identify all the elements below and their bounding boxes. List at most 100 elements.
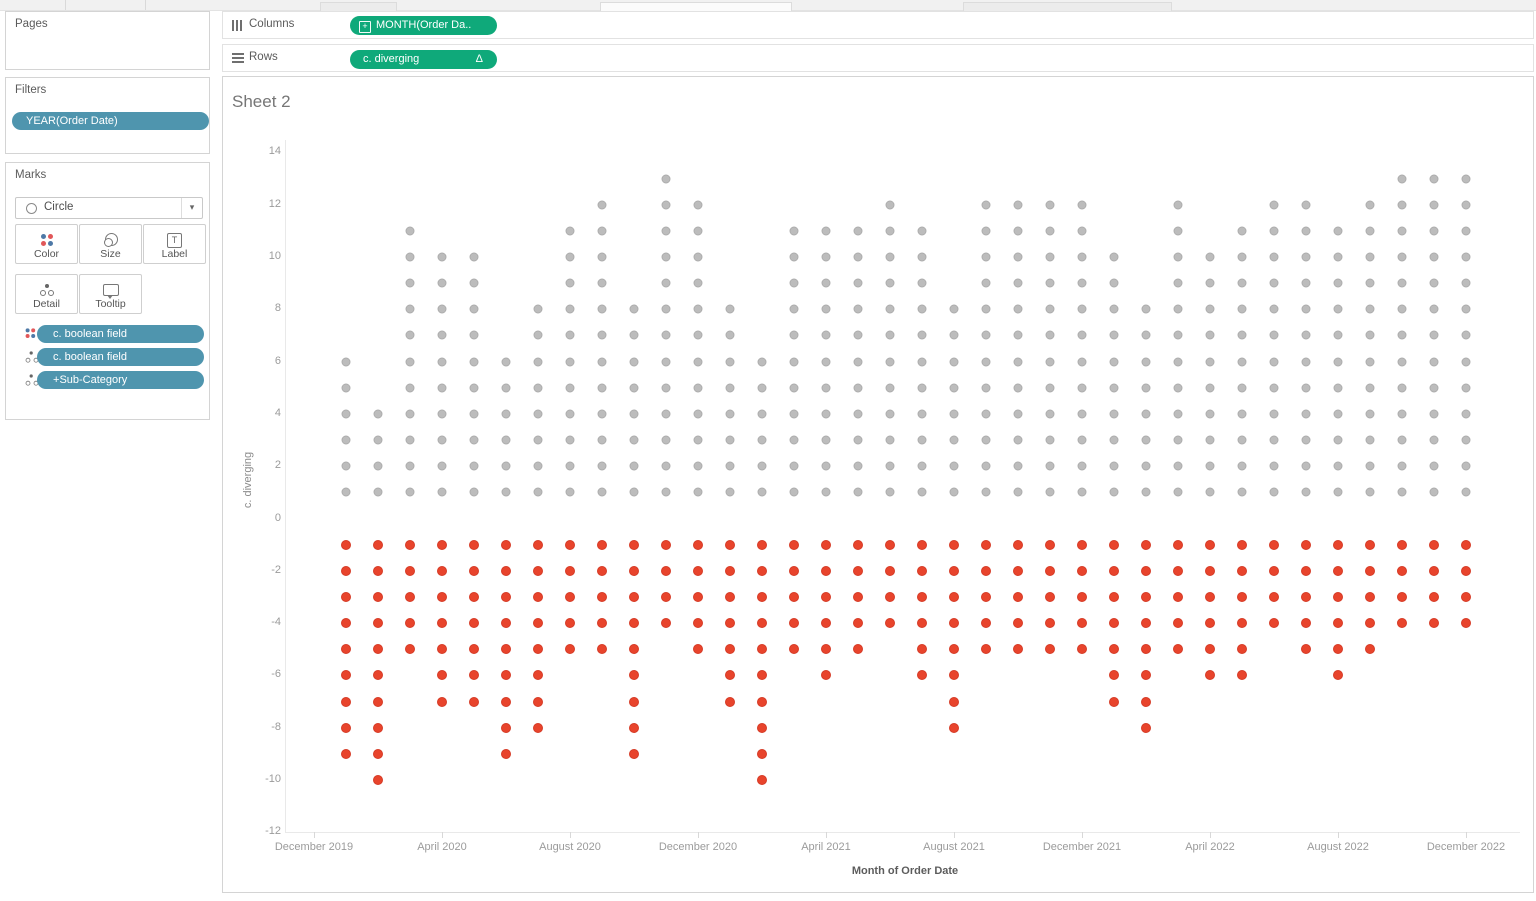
mark-dot[interactable] (1269, 591, 1279, 602)
mark-dot[interactable] (885, 226, 895, 236)
mark-dot[interactable] (693, 565, 703, 576)
mark-dot[interactable] (917, 565, 927, 576)
mark-dot[interactable] (1365, 461, 1375, 471)
mark-dot[interactable] (1077, 591, 1087, 602)
mark-dot[interactable] (437, 357, 447, 367)
mark-dot[interactable] (565, 591, 575, 602)
mark-dot[interactable] (853, 644, 863, 655)
mark-dot[interactable] (853, 252, 863, 262)
mark-dot[interactable] (1109, 304, 1119, 314)
mark-dot[interactable] (789, 435, 799, 445)
mark-dot[interactable] (533, 696, 543, 707)
mark-dot[interactable] (533, 618, 543, 629)
mark-dot[interactable] (1365, 539, 1375, 550)
mark-dot[interactable] (1109, 383, 1119, 393)
mark-dot[interactable] (565, 487, 575, 497)
mark-dot[interactable] (1013, 226, 1023, 236)
mark-dot[interactable] (1141, 565, 1151, 576)
mark-dot[interactable] (501, 383, 511, 393)
mark-dot[interactable] (437, 278, 447, 288)
mark-dot[interactable] (853, 226, 863, 236)
mark-dot[interactable] (373, 565, 383, 576)
mark-dot[interactable] (885, 461, 895, 471)
mark-dot[interactable] (1109, 565, 1119, 576)
mark-dot[interactable] (437, 383, 447, 393)
mark-dot[interactable] (1461, 409, 1471, 419)
mark-dot[interactable] (1429, 200, 1439, 210)
mark-dot[interactable] (981, 618, 991, 629)
mark-dot[interactable] (1205, 539, 1215, 550)
mark-dot[interactable] (981, 435, 991, 445)
mark-dot[interactable] (597, 487, 607, 497)
mark-dot[interactable] (565, 330, 575, 340)
mark-dot[interactable] (917, 330, 927, 340)
mark-dot[interactable] (501, 357, 511, 367)
mark-dot[interactable] (1269, 226, 1279, 236)
mark-dot[interactable] (917, 487, 927, 497)
mark-dot[interactable] (661, 461, 671, 471)
mark-dot[interactable] (1045, 357, 1055, 367)
mark-dot[interactable] (661, 200, 671, 210)
mark-dot[interactable] (1077, 383, 1087, 393)
mark-dot[interactable] (501, 461, 511, 471)
mark-dot[interactable] (1173, 383, 1183, 393)
mark-dot[interactable] (341, 670, 351, 681)
mark-dot[interactable] (405, 409, 415, 419)
mark-dot[interactable] (501, 487, 511, 497)
mark-dot[interactable] (373, 696, 383, 707)
mark-dot[interactable] (693, 539, 703, 550)
filter-pill-year-order-date[interactable]: YEAR(Order Date) (12, 112, 209, 130)
mark-dot[interactable] (1301, 435, 1311, 445)
mark-dot[interactable] (1397, 226, 1407, 236)
mark-dot[interactable] (981, 409, 991, 419)
mark-dot[interactable] (1461, 383, 1471, 393)
mark-dot[interactable] (1109, 409, 1119, 419)
mark-dot[interactable] (1461, 591, 1471, 602)
mark-dot[interactable] (725, 357, 735, 367)
mark-dot[interactable] (1269, 409, 1279, 419)
marks-pill-sub-category[interactable]: +Sub-Category (37, 371, 204, 389)
mark-dot[interactable] (1045, 591, 1055, 602)
mark-dot[interactable] (1109, 618, 1119, 629)
mark-dot[interactable] (917, 226, 927, 236)
mark-dot[interactable] (1429, 330, 1439, 340)
mark-dot[interactable] (1461, 461, 1471, 471)
mark-dot[interactable] (1013, 565, 1023, 576)
mark-dot[interactable] (405, 357, 415, 367)
mark-dot[interactable] (1141, 461, 1151, 471)
mark-dot[interactable] (1205, 383, 1215, 393)
mark-dot[interactable] (469, 435, 479, 445)
mark-dot[interactable] (853, 383, 863, 393)
mark-dot[interactable] (1269, 618, 1279, 629)
mark-dot[interactable] (1397, 174, 1407, 184)
mark-dot[interactable] (1205, 618, 1215, 629)
mark-dot[interactable] (1365, 304, 1375, 314)
mark-dot[interactable] (469, 357, 479, 367)
mark-dot[interactable] (949, 644, 959, 655)
mark-dot[interactable] (1109, 435, 1119, 445)
mark-dot[interactable] (949, 304, 959, 314)
mark-dot[interactable] (1013, 278, 1023, 288)
mark-dot[interactable] (1045, 435, 1055, 445)
mark-dot[interactable] (469, 618, 479, 629)
mark-dot[interactable] (1141, 330, 1151, 340)
mark-dot[interactable] (693, 591, 703, 602)
mark-dot[interactable] (1301, 487, 1311, 497)
mark-dot[interactable] (981, 591, 991, 602)
mark-dot[interactable] (1333, 357, 1343, 367)
mark-dot[interactable] (853, 435, 863, 445)
mark-dot[interactable] (1397, 487, 1407, 497)
mark-dot[interactable] (789, 409, 799, 419)
mark-dot[interactable] (565, 565, 575, 576)
mark-dot[interactable] (949, 565, 959, 576)
mark-dot[interactable] (1333, 330, 1343, 340)
mark-dot[interactable] (1333, 591, 1343, 602)
mark-dot[interactable] (1301, 565, 1311, 576)
mark-dot[interactable] (1333, 539, 1343, 550)
mark-dot[interactable] (1173, 435, 1183, 445)
mark-dot[interactable] (725, 565, 735, 576)
mark-dot[interactable] (469, 565, 479, 576)
mark-dot[interactable] (1013, 357, 1023, 367)
mark-dot[interactable] (853, 330, 863, 340)
mark-dot[interactable] (949, 357, 959, 367)
